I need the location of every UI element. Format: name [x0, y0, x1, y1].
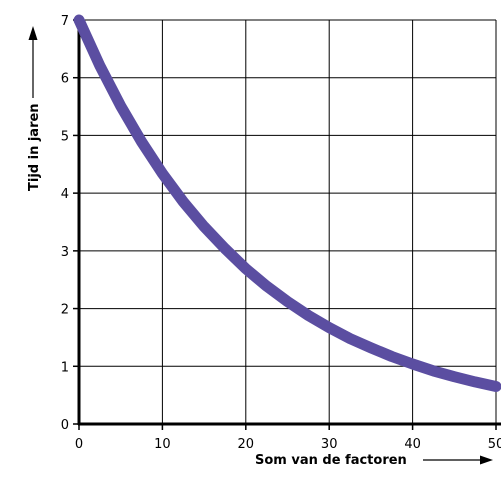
grid	[79, 19, 497, 424]
x-axis-ticks: 0 10 20 30 40 50	[75, 424, 501, 452]
y-tick-label-0: 0	[61, 418, 69, 433]
x-tick-label-0: 0	[75, 437, 83, 452]
y-axis-title-arrowhead	[28, 26, 38, 40]
y-tick-label-2: 2	[61, 303, 69, 318]
x-axis-title: Som van de factoren	[255, 453, 407, 468]
axes	[77, 20, 501, 426]
x-tick-label-2: 20	[238, 437, 255, 452]
y-axis-ticks: 0 1 2 3 4 5 6 7	[61, 14, 79, 433]
y-tick-label-1: 1	[61, 360, 69, 375]
y-tick-label-5: 5	[61, 129, 69, 144]
y-tick-label-4: 4	[61, 187, 69, 202]
x-tick-label-1: 10	[154, 437, 171, 452]
x-tick-label-4: 40	[404, 437, 421, 452]
y-axis-title: Tijd in jaren	[27, 103, 42, 191]
x-axis-title-arrowhead	[480, 455, 493, 465]
y-tick-label-6: 6	[61, 72, 69, 87]
x-tick-label-5: 50	[488, 437, 501, 452]
series-line-0	[73, 14, 501, 392]
series-group	[73, 14, 501, 392]
y-tick-label-3: 3	[61, 245, 69, 260]
x-tick-label-3: 30	[321, 437, 338, 452]
y-tick-label-7: 7	[61, 14, 69, 29]
